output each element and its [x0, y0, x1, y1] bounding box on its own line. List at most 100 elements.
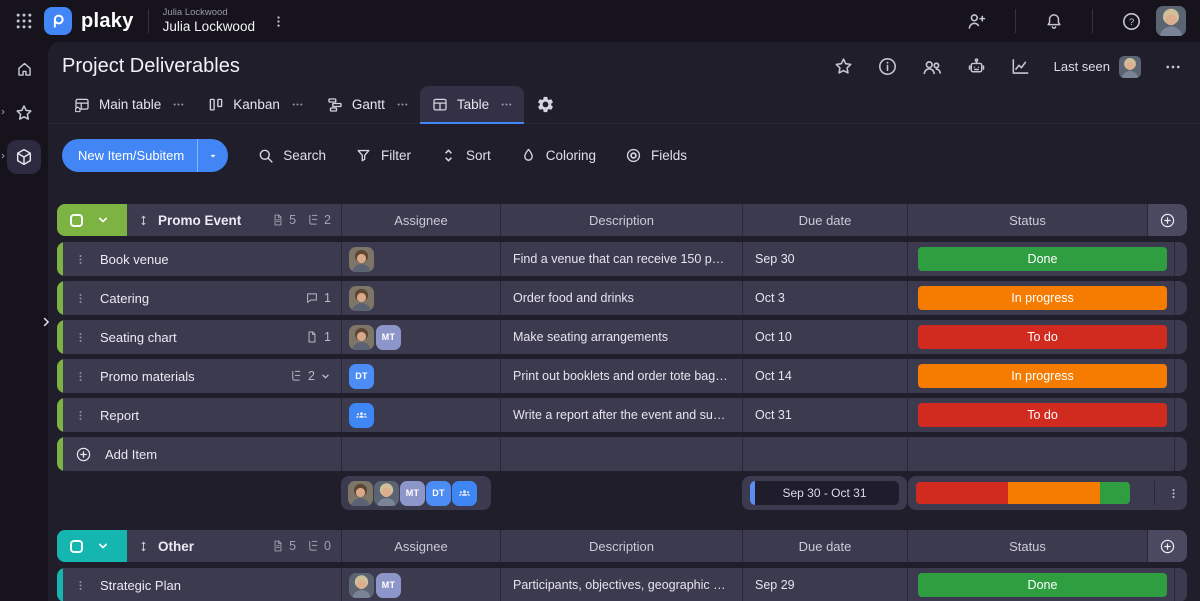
tab-gantt[interactable]: Gantt: [315, 86, 420, 124]
status-cell[interactable]: To do: [907, 398, 1174, 432]
fields-button[interactable]: Fields: [625, 147, 687, 164]
app-launcher-button[interactable]: [14, 11, 34, 31]
group-toggle[interactable]: [57, 530, 127, 562]
sidebar-item-home[interactable]: [7, 52, 41, 86]
avatar-photo[interactable]: [349, 324, 374, 350]
summary-status[interactable]: [908, 476, 1187, 510]
search-button[interactable]: Search: [257, 147, 326, 164]
filter-button[interactable]: Filter: [355, 147, 411, 164]
column-header-status[interactable]: Status: [907, 530, 1147, 562]
column-header-due-date[interactable]: Due date: [742, 204, 907, 236]
column-header-assignee[interactable]: Assignee: [341, 204, 500, 236]
item-name-cell[interactable]: Strategic Plan: [63, 568, 341, 601]
column-header-description[interactable]: Description: [500, 204, 742, 236]
due-date-cell[interactable]: Oct 10: [742, 320, 907, 354]
assignee-cell[interactable]: [341, 398, 500, 432]
description-cell[interactable]: Print out booklets and order tote bags .…: [500, 359, 742, 393]
user-avatar[interactable]: [1156, 6, 1186, 36]
coloring-button[interactable]: Coloring: [520, 147, 596, 164]
tab-options-icon[interactable]: [291, 98, 304, 111]
due-date-cell[interactable]: Oct 31: [742, 398, 907, 432]
description-cell[interactable]: Write a report after the event and subm.…: [500, 398, 742, 432]
file-badge[interactable]: 1: [305, 330, 331, 344]
item-menu-icon[interactable]: [74, 253, 87, 266]
item-name-cell[interactable]: Book venue: [63, 242, 341, 276]
add-item-row[interactable]: Add Item: [57, 437, 1187, 471]
assignee-cell[interactable]: [341, 281, 500, 315]
expand-panel-button[interactable]: [39, 315, 53, 329]
assignee-cell[interactable]: MT: [341, 320, 500, 354]
add-item-button[interactable]: Add Item: [63, 437, 341, 471]
summary-menu-button[interactable]: [1160, 476, 1187, 510]
item-name-cell[interactable]: Promo materials 2: [63, 359, 341, 393]
item-name-cell[interactable]: Catering 1: [63, 281, 341, 315]
avatar-team[interactable]: [452, 480, 477, 506]
item-name-cell[interactable]: Seating chart 1: [63, 320, 341, 354]
add-column-button[interactable]: [1147, 204, 1187, 236]
item-menu-icon[interactable]: [74, 370, 87, 383]
tab-main-table[interactable]: Main table: [62, 86, 196, 124]
item-menu-icon[interactable]: [74, 579, 87, 592]
drag-handle-icon[interactable]: [137, 540, 150, 553]
automations-button[interactable]: [966, 56, 987, 77]
column-header-status[interactable]: Status: [907, 204, 1147, 236]
status-badge[interactable]: Done: [918, 573, 1167, 597]
column-header-assignee[interactable]: Assignee: [341, 530, 500, 562]
new-item-label[interactable]: New Item/Subitem: [78, 148, 185, 163]
avatar-initials[interactable]: MT: [400, 480, 425, 506]
group-title-cell[interactable]: Promo Event 5 2: [127, 204, 341, 236]
item-name-cell[interactable]: Report: [63, 398, 341, 432]
status-cell[interactable]: In progress: [907, 359, 1174, 393]
avatar-initials[interactable]: MT: [376, 324, 401, 350]
board-info-button[interactable]: [877, 56, 898, 77]
status-cell[interactable]: To do: [907, 320, 1174, 354]
group-checkbox[interactable]: [70, 213, 83, 227]
status-badge[interactable]: To do: [918, 403, 1167, 427]
sort-button[interactable]: Sort: [440, 147, 491, 164]
date-range-pill[interactable]: Sep 30 - Oct 31: [750, 481, 899, 505]
description-cell[interactable]: Find a venue that can receive 150 people: [500, 242, 742, 276]
item-menu-icon[interactable]: [74, 409, 87, 422]
tab-options-icon[interactable]: [396, 98, 409, 111]
table-row[interactable]: Report Write a report after the event an…: [57, 398, 1187, 432]
new-item-button[interactable]: New Item/Subitem: [62, 139, 229, 172]
sidebar-item-boards[interactable]: [1, 140, 41, 174]
comment-badge[interactable]: 1: [305, 291, 331, 305]
status-badge[interactable]: In progress: [918, 286, 1167, 310]
description-cell[interactable]: Participants, objectives, geographic co.…: [500, 568, 742, 601]
item-menu-icon[interactable]: [74, 292, 87, 305]
table-row[interactable]: Strategic Plan MT Participants, objectiv…: [57, 568, 1187, 601]
status-badge[interactable]: Done: [918, 247, 1167, 271]
sidebar-item-favorites[interactable]: [1, 96, 41, 130]
chevron-right-icon[interactable]: [0, 152, 7, 160]
assignee-cell[interactable]: MT: [341, 568, 500, 601]
status-badge[interactable]: To do: [918, 325, 1167, 349]
status-badge[interactable]: In progress: [918, 364, 1167, 388]
avatar-team[interactable]: [349, 402, 374, 428]
avatar-photo[interactable]: [349, 572, 374, 598]
table-row[interactable]: Seating chart 1 MT Make seating arrangem…: [57, 320, 1187, 354]
avatar-photo[interactable]: [349, 285, 374, 311]
workspace-switcher[interactable]: Julia Lockwood Julia Lockwood: [163, 7, 255, 36]
favorite-board-button[interactable]: [833, 56, 854, 77]
avatar-initials[interactable]: DT: [426, 480, 451, 506]
new-item-caret-button[interactable]: [198, 139, 228, 172]
tab-kanban[interactable]: Kanban: [196, 86, 315, 124]
column-header-description[interactable]: Description: [500, 530, 742, 562]
due-date-cell[interactable]: Oct 14: [742, 359, 907, 393]
due-date-cell[interactable]: Sep 29: [742, 568, 907, 601]
table-row[interactable]: Catering 1 Order food and drinks Oct 3 I…: [57, 281, 1187, 315]
assignee-cell[interactable]: DT: [341, 359, 500, 393]
tab-options-icon[interactable]: [172, 98, 185, 111]
due-date-cell[interactable]: Sep 30: [742, 242, 907, 276]
help-button[interactable]: ?: [1121, 11, 1142, 32]
activity-button[interactable]: [1010, 56, 1031, 77]
drag-handle-icon[interactable]: [137, 214, 150, 227]
group-checkbox[interactable]: [70, 539, 83, 553]
chevron-right-icon[interactable]: [0, 108, 7, 116]
avatar-photo[interactable]: [348, 480, 373, 506]
board-members-button[interactable]: [921, 56, 943, 78]
status-cell[interactable]: Done: [907, 242, 1174, 276]
invite-members-button[interactable]: [966, 11, 987, 32]
add-column-button[interactable]: [1147, 530, 1187, 562]
